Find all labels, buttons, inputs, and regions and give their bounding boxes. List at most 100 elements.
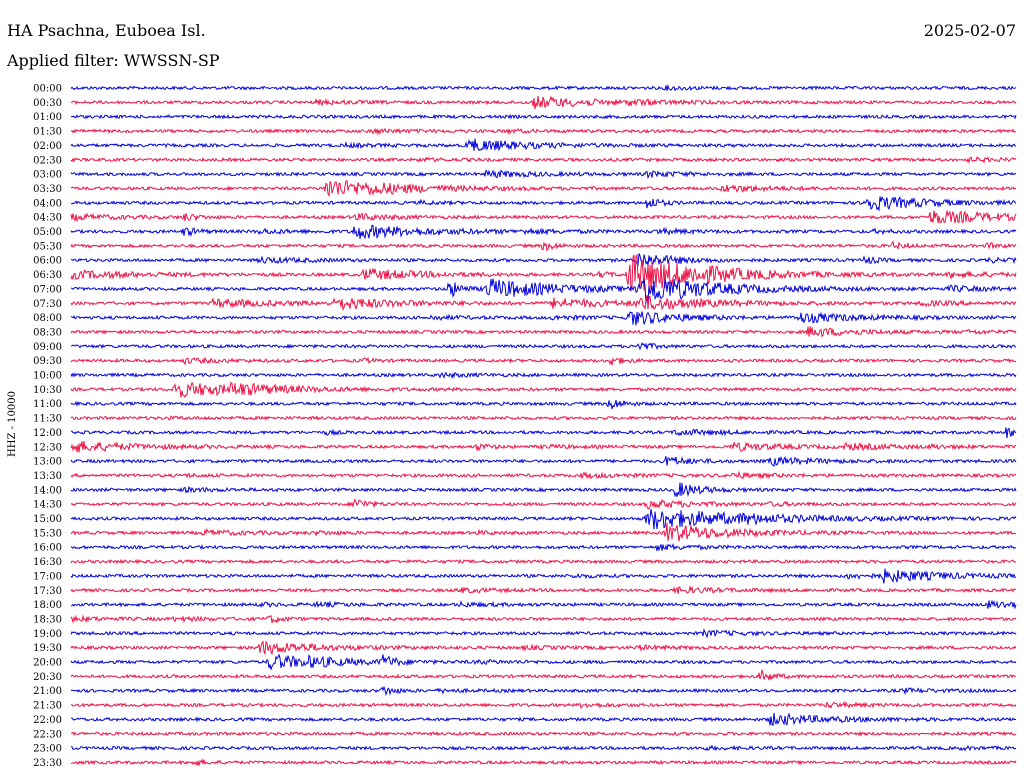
seismic-trace [70,568,1017,584]
seismic-trace [70,295,1017,312]
seismic-trace [70,640,1017,656]
time-label: 20:30 [33,672,62,683]
seismic-trace [71,712,1016,727]
seismic-trace [70,240,1017,252]
time-label: 15:00 [33,514,62,525]
seismic-trace [70,482,1017,498]
seismic-trace [70,508,1017,530]
time-label: 03:30 [33,184,62,195]
seismic-trace [70,470,1017,480]
time-label: 06:00 [33,256,62,267]
time-label: 07:30 [33,299,62,310]
seismic-trace [70,381,1017,398]
time-label: 11:30 [33,414,62,425]
seismic-trace [70,138,1017,152]
seismic-trace [70,585,1017,595]
seismic-trace [70,669,1017,681]
seismic-trace [70,224,1017,240]
time-label: 11:00 [33,399,62,410]
time-label: 14:00 [33,485,62,496]
time-label: 19:30 [33,643,62,654]
seismic-trace [70,455,1017,467]
seismic-trace [70,599,1017,610]
time-label: 18:30 [33,614,62,625]
time-label: 23:00 [33,744,62,755]
time-label: 01:00 [33,112,62,123]
time-label: 07:00 [33,284,62,295]
seismic-trace [70,497,1017,510]
seismic-trace [70,730,1017,737]
time-label: 03:00 [33,170,62,181]
time-label: 20:00 [33,658,62,669]
time-label: 13:00 [33,457,62,468]
time-label: 21:30 [33,701,62,712]
seismic-trace [70,253,1017,267]
seismic-trace [70,356,1016,366]
time-label: 17:30 [33,586,62,597]
seismic-trace [70,400,1017,410]
record-date: 2025-02-07 [923,21,1016,40]
time-label: 22:30 [33,729,62,740]
time-label: 08:00 [33,313,62,324]
time-label: 17:00 [33,571,62,582]
seismic-trace [70,169,1017,180]
trace-group: 00:00 00:30 01:00 01:30 02:00 02:30 03:00 03:30… [33,83,1017,769]
time-label: 10:00 [33,371,62,382]
seismic-trace [70,342,1017,351]
seismic-trace [70,427,1017,439]
seismic-trace [70,744,1017,752]
seismic-trace [70,253,1017,292]
time-label: 09:00 [33,342,62,353]
time-label: 15:30 [33,528,62,539]
seismic-trace [70,278,1017,304]
time-label: 23:30 [33,758,62,769]
seismic-trace [70,180,1017,197]
time-label: 18:00 [33,600,62,611]
seismic-trace [70,628,1017,639]
time-label: 09:30 [33,356,62,367]
seismic-trace [70,371,1017,380]
seismic-trace [70,614,1017,624]
filter-label: Applied filter: WWSSN-SP [7,51,220,70]
seismic-trace [70,95,1017,110]
seismic-trace [70,758,1017,766]
seismic-trace [70,127,1017,136]
time-label: 19:00 [33,629,62,640]
seismic-trace [70,558,1017,565]
seismic-trace [70,685,1017,696]
time-label: 05:00 [33,227,62,238]
seismic-trace [70,415,1017,421]
time-label: 00:30 [33,98,62,109]
seismic-trace [70,701,1017,710]
seismic-trace [70,210,1017,224]
time-label: 12:00 [33,428,62,439]
time-label: 12:30 [33,442,62,453]
time-label: 04:30 [33,213,62,224]
time-label: 13:30 [33,471,62,482]
time-label: 16:00 [33,543,62,554]
seismic-trace [70,311,1017,326]
station-title: HA Psachna, Euboea Isl. [7,21,206,40]
seismic-trace [70,326,1017,338]
seismic-trace [71,195,1017,212]
time-label: 22:00 [33,715,62,726]
time-label: 02:00 [33,141,62,152]
time-label: 16:30 [33,557,62,568]
time-label: 06:30 [33,270,62,281]
time-label: 05:30 [33,241,62,252]
seismic-trace [70,542,1017,552]
time-label: 04:00 [33,198,62,209]
seismic-trace [70,113,1017,120]
time-label: 01:30 [33,127,62,138]
seismic-trace [70,83,1017,92]
time-label: 08:30 [33,327,62,338]
seismic-trace [70,653,1017,670]
time-label: 21:00 [33,686,62,697]
time-label: 10:30 [33,385,62,396]
time-label: 02:30 [33,155,62,166]
seismic-trace [70,441,1017,453]
channel-label: HHZ - 10000 [7,391,18,457]
time-label: 00:00 [33,84,62,95]
seismic-trace [70,522,1017,542]
